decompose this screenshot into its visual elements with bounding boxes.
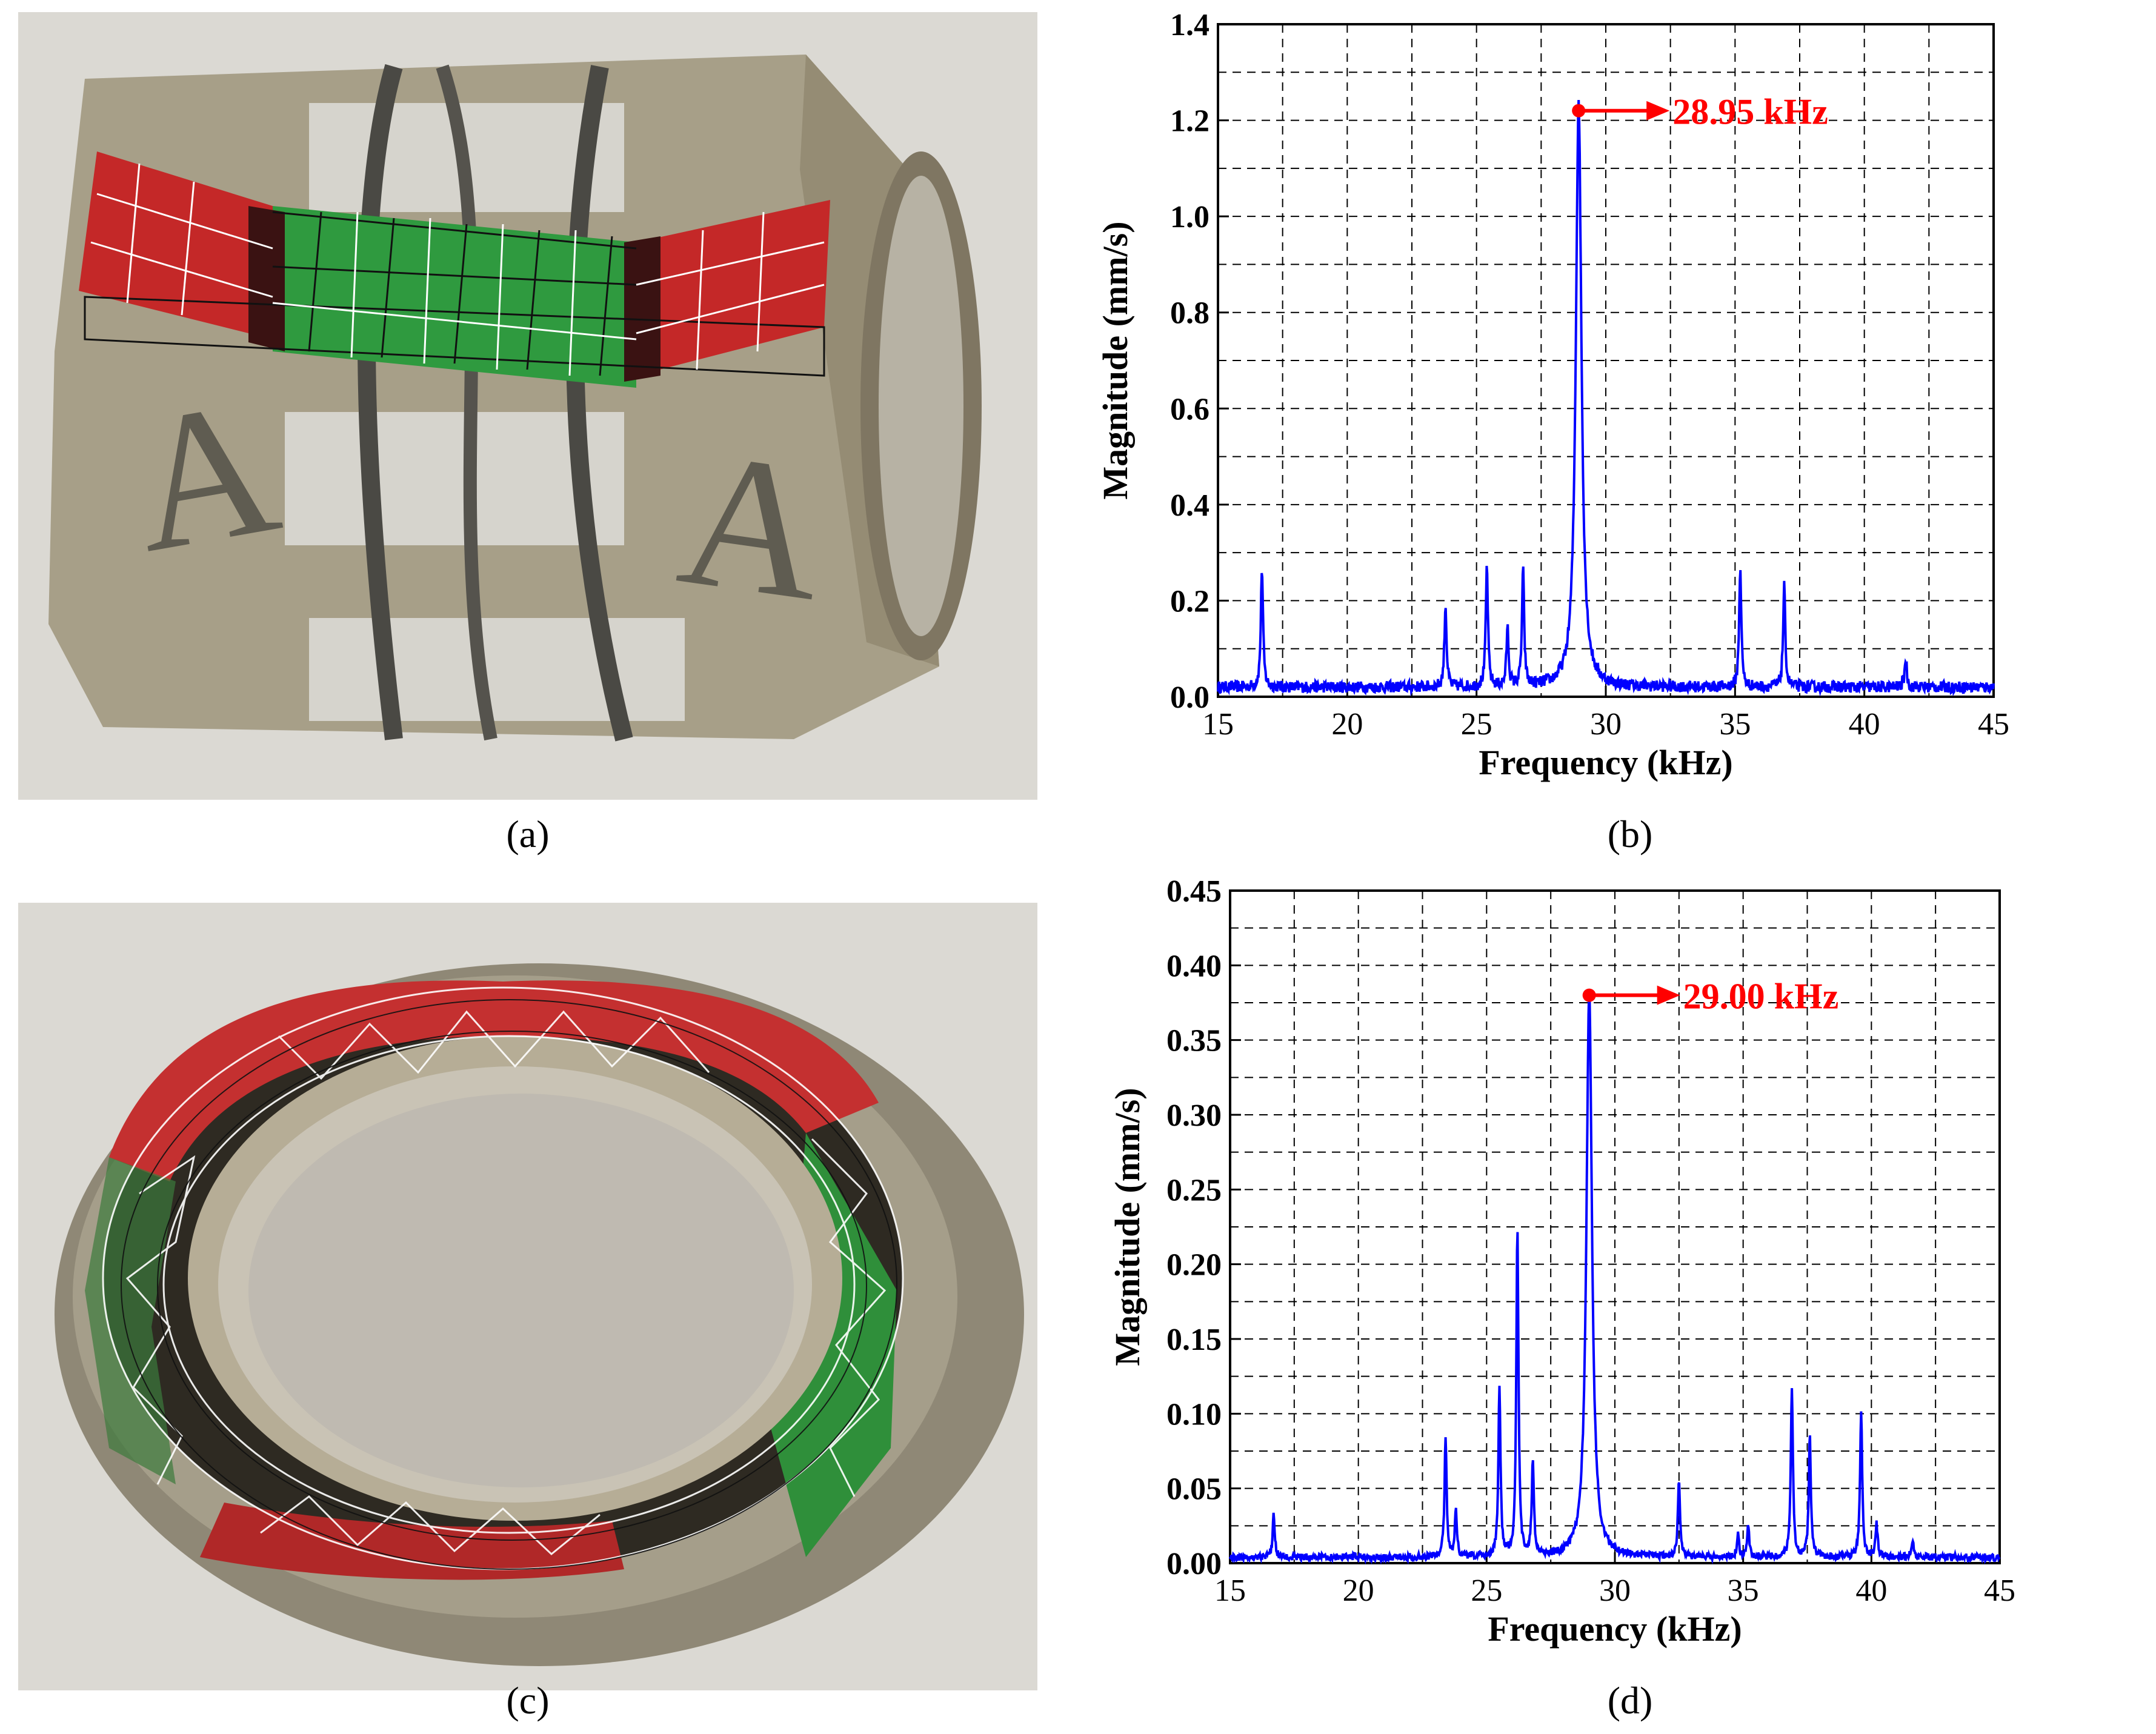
caption-b: (b) [1607, 812, 1653, 855]
y-tick-label: 1.2 [1170, 104, 1209, 139]
y-tick-label: 0.8 [1170, 296, 1209, 331]
x-tick-label: 20 [1331, 707, 1363, 742]
y-tick-label: 0.15 [1166, 1323, 1222, 1357]
x-axis-label: Frequency (kHz) [1479, 743, 1732, 782]
y-tick-label: 0.0 [1170, 680, 1209, 715]
annotation-arrow-head [1657, 985, 1680, 1005]
caption-a: (a) [506, 812, 550, 855]
y-tick-label: 1.0 [1170, 200, 1209, 234]
annotation-arrow-head [1646, 101, 1670, 121]
piezo-plate-middle [285, 412, 624, 545]
x-tick-label: 30 [1590, 707, 1622, 742]
x-tick-label: 15 [1214, 1573, 1246, 1608]
y-tick-label: 0.2 [1170, 584, 1209, 619]
mode-shape-c-image [18, 903, 1037, 1690]
caption-c: (c) [506, 1679, 550, 1722]
x-tick-label: 40 [1849, 707, 1880, 742]
piezo-plate-bottom [309, 618, 685, 721]
y-tick-label: 0.35 [1166, 1024, 1222, 1058]
y-tick-label: 1.4 [1170, 8, 1209, 42]
y-tick-label: 0.6 [1170, 392, 1209, 427]
y-tick-label: 0.45 [1166, 874, 1222, 909]
mode-region-left-red [79, 151, 273, 339]
annotation-label: 28.95 kHz [1672, 92, 1828, 132]
mode-shape-a-image: A A [18, 12, 1037, 800]
y-axis-label: Magnitude (mm/s) [1108, 1088, 1147, 1366]
y-tick-label: 0.20 [1166, 1248, 1222, 1283]
caption-d: (d) [1607, 1679, 1653, 1722]
chart-d-spectrum: 15 20 25 30 35 40 45 0.00 0.05 0.10 0.15 0.20 0.25 0.… [1108, 874, 2015, 1649]
x-axis-label: Frequency (kHz) [1488, 1609, 1742, 1649]
spectrum-trace [1217, 99, 1995, 697]
mode-region-right-red [636, 200, 830, 376]
x-tick-label: 40 [1855, 1573, 1887, 1608]
y-axis-label: Magnitude (mm/s) [1096, 221, 1135, 499]
annotation-marker [1572, 104, 1586, 118]
x-tick-label: 35 [1728, 1573, 1759, 1608]
x-tick-label: 35 [1719, 707, 1751, 742]
y-tick-label: 0.10 [1166, 1397, 1222, 1432]
x-tick-label: 30 [1599, 1573, 1631, 1608]
spectrum-trace [1229, 992, 2001, 1565]
ring-region-bottom-red [200, 1503, 624, 1580]
y-tick-label: 0.40 [1166, 949, 1222, 983]
y-tick-label: 0.05 [1166, 1472, 1222, 1507]
mode-region-center-green [273, 206, 636, 388]
x-tick-label: 45 [1984, 1573, 2015, 1608]
y-tick-label: 0.30 [1166, 1098, 1222, 1133]
chart-b-spectrum: 15 20 25 30 35 40 45 0.0 0.2 0.4 0.6 0.8 1.0 1.2 1.4 Fr… [1096, 8, 2009, 782]
photo-a-transducer-mode-shape: A A [18, 12, 1037, 800]
photo-c-ring-mode-shape [18, 903, 1037, 1690]
x-tick-label: 15 [1202, 707, 1234, 742]
annotation-label: 29.00 kHz [1683, 977, 1839, 1017]
x-tick-label: 25 [1461, 707, 1492, 742]
y-tick-label: 0.00 [1166, 1547, 1222, 1581]
x-tick-label: 20 [1343, 1573, 1374, 1608]
undeformed-mesh [84, 211, 825, 377]
y-tick-label: 0.25 [1166, 1173, 1222, 1207]
x-tick-label: 25 [1471, 1573, 1502, 1608]
y-tick-label: 0.4 [1170, 488, 1209, 523]
ring-undeformed-mesh [121, 999, 897, 1570]
x-tick-label: 45 [1978, 707, 2009, 742]
deformed-mesh [90, 163, 825, 376]
svg-text:A: A [668, 410, 837, 642]
